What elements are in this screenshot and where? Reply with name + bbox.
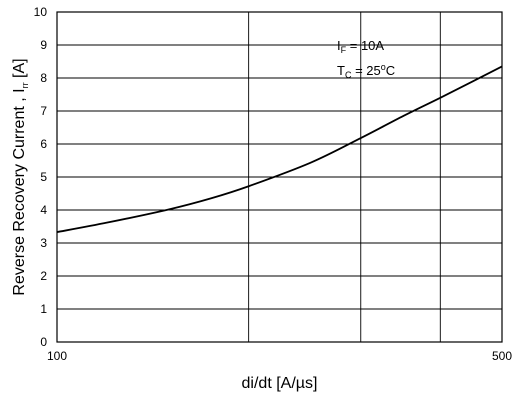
y-axis-label-unit: [A] <box>11 58 28 82</box>
x-axis-label: di/dt [A/µs] <box>242 375 318 392</box>
plot-frame <box>56 11 503 343</box>
y-axis-label-main: Reverse Recovery Current , I <box>11 88 28 295</box>
x-tick-label: 500 <box>492 349 512 363</box>
tick-layer: 0 1 2 3 4 5 6 7 8 9 10 100 500 <box>34 5 513 363</box>
y-tick-label: 9 <box>40 38 47 52</box>
y-tick-label: 10 <box>34 5 48 19</box>
anno2-value: = 25 <box>351 63 380 78</box>
anno2-degree: o <box>381 62 386 72</box>
y-tick-label: 1 <box>40 302 47 316</box>
y-tick-label: 3 <box>40 236 47 250</box>
y-tick-label: 8 <box>40 71 47 85</box>
anno2-symbol: T <box>337 63 345 78</box>
anno1-symbol: I <box>337 38 341 53</box>
y-axis-label-subscript: rr <box>20 82 30 88</box>
anno2-unit: C <box>386 63 395 78</box>
grid-layer <box>57 12 502 342</box>
x-tick-label: 100 <box>47 349 67 363</box>
series-line <box>56 65 503 233</box>
y-axis-label: Reverse Recovery Current , Irr [A] <box>11 58 30 295</box>
annotation-case-temperature: TC = 25oC <box>337 62 395 80</box>
condition-annotation: IF = 10A TC = 25oC <box>337 38 395 80</box>
y-tick-label: 4 <box>40 203 47 217</box>
anno1-subscript: F <box>341 45 347 55</box>
y-tick-label: 5 <box>40 170 47 184</box>
annotation-forward-current: IF = 10A <box>337 38 384 55</box>
y-tick-label: 6 <box>40 137 47 151</box>
y-tick-label: 2 <box>40 269 47 283</box>
y-tick-label: 0 <box>40 335 47 349</box>
anno2-subscript: C <box>345 70 352 80</box>
anno1-value: = 10A <box>346 38 384 53</box>
y-tick-label: 7 <box>40 104 47 118</box>
curve-layer <box>56 65 503 233</box>
